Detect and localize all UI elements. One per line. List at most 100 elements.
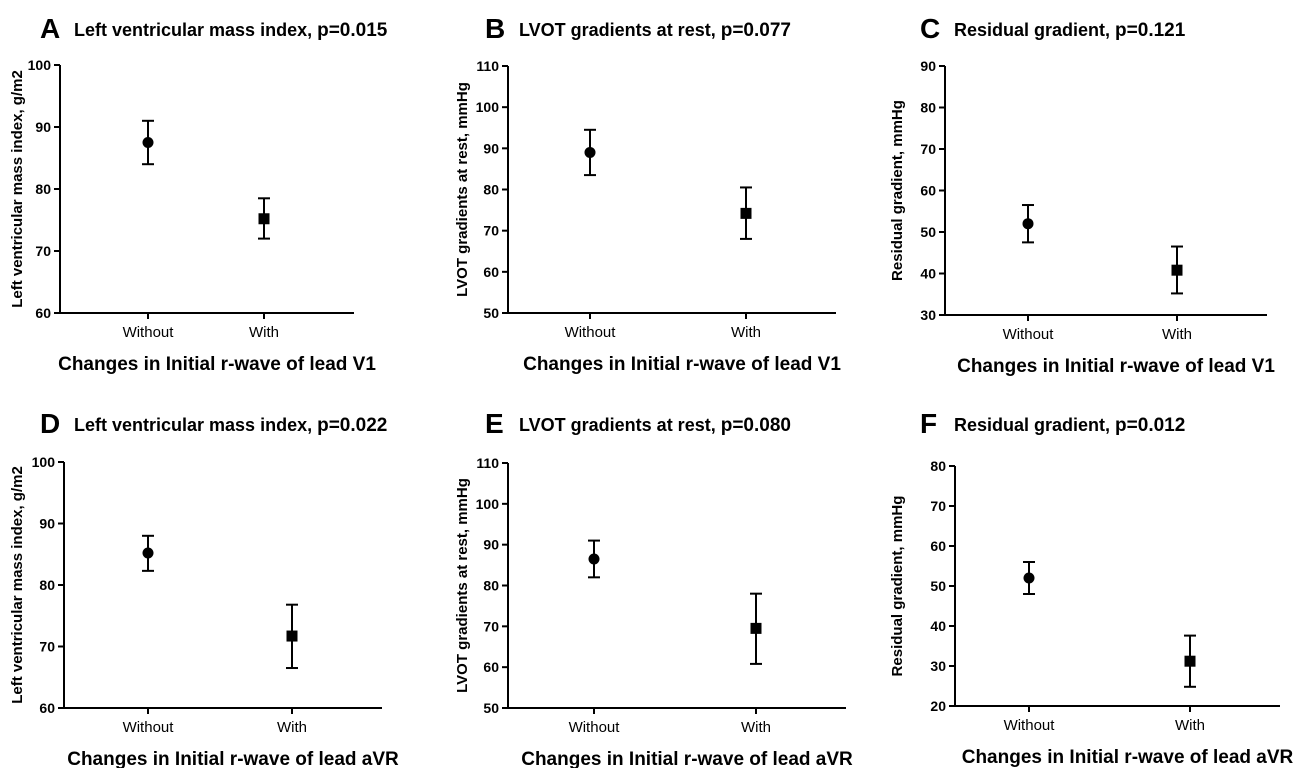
panel-f: F Residual gradient, p=0.012 20 30 40 50 60 70 8… (880, 395, 1297, 768)
y-tick-label: 70 (483, 223, 499, 239)
y-tick-label: 90 (483, 537, 499, 553)
chart-title-text: Residual gradient, (954, 415, 1115, 435)
x-axis-label: Changes in Initial r-wave of lead aVR (962, 747, 1294, 768)
y-tick-label: 110 (476, 58, 499, 74)
y-tick-label: 90 (39, 516, 55, 532)
mean-marker-circle (1023, 572, 1035, 584)
mean-marker-circle (1022, 218, 1034, 230)
mean-marker-square (258, 213, 270, 225)
chart-title-pvalue: p=0.012 (1115, 415, 1185, 436)
x-axis-label: Changes in Initial r-wave of lead V1 (523, 354, 841, 375)
chart-a: A Left ventricular mass index, p=0.015 60 7… (9, 13, 388, 375)
x-axis-label: Changes in Initial r-wave of lead V1 (58, 354, 376, 375)
y-tick-label: 50 (483, 305, 499, 321)
panel-a: A Left ventricular mass index, p=0.015 60 7… (0, 0, 430, 380)
y-tick-label: 60 (483, 264, 499, 280)
x-category-label: Without (1003, 326, 1055, 343)
y-tick-label: 50 (930, 578, 946, 594)
panel-letter: E (485, 408, 504, 439)
y-tick-label: 80 (35, 181, 51, 197)
y-tick-label: 70 (930, 498, 946, 514)
chart-title-pvalue: p=0.121 (1115, 20, 1186, 41)
x-category-label: With (741, 719, 771, 736)
panel-c: C Residual gradient, p=0.121 30 40 50 60 70 80 9… (880, 0, 1297, 380)
chart-b: B LVOT gradients at rest, p=0.077 50 60 70 80… (454, 13, 841, 375)
chart-title-pvalue: p=0.077 (721, 20, 791, 41)
panel-letter: F (920, 408, 937, 439)
y-axis-label: Left ventricular mass index, g/m2 (9, 466, 26, 704)
y-tick-label: 70 (35, 243, 51, 259)
y-tick-label: 20 (930, 698, 946, 714)
y-tick-label: 60 (930, 538, 946, 554)
panel-letter: C (920, 13, 940, 44)
y-axis-label: LVOT gradients at rest, mmHg (454, 82, 471, 297)
y-tick-label: 80 (483, 578, 499, 594)
x-category-label: With (1175, 717, 1205, 734)
chart-title-pvalue: p=0.015 (317, 20, 388, 41)
x-category-label: Without (123, 719, 175, 736)
mean-marker-circle (588, 553, 600, 565)
chart-title: Left ventricular mass index, p=0.022 (74, 415, 387, 436)
y-tick-label: 80 (39, 577, 55, 593)
y-tick-label: 50 (483, 700, 499, 716)
panel-letter: A (40, 13, 60, 44)
x-category-label: Without (1004, 717, 1056, 734)
x-category-label: With (249, 324, 279, 341)
y-axis-label: Left ventricular mass index, g/m2 (9, 70, 26, 308)
chart-title: Left ventricular mass index, p=0.015 (74, 20, 388, 41)
mean-marker-square (750, 622, 762, 634)
y-tick-label: 30 (930, 658, 946, 674)
y-tick-label: 90 (35, 119, 51, 135)
y-tick-label: 90 (483, 140, 499, 156)
y-tick-label: 40 (930, 618, 946, 634)
chart-title-pvalue: p=0.022 (317, 415, 387, 436)
mean-marker-circle (142, 137, 154, 148)
mean-marker-square (286, 630, 298, 642)
y-tick-label: 70 (920, 141, 936, 157)
y-axis-label: LVOT gradients at rest, mmHg (454, 478, 471, 693)
x-category-label: Without (569, 719, 621, 736)
chart-title-text: Left ventricular mass index, (74, 20, 317, 40)
chart-d: D Left ventricular mass index, p=0.022 60 7… (9, 408, 399, 768)
chart-title-pvalue: p=0.080 (721, 415, 791, 436)
y-tick-label: 100 (32, 454, 56, 470)
x-category-label: With (277, 719, 307, 736)
chart-title: Residual gradient, p=0.012 (954, 415, 1185, 436)
y-axis-label: Residual gradient, mmHg (889, 100, 906, 281)
y-tick-label: 70 (483, 618, 499, 634)
y-tick-label: 60 (35, 305, 51, 321)
chart-title-text: Residual gradient, (954, 20, 1115, 40)
y-tick-label: 60 (483, 659, 499, 675)
y-tick-label: 80 (483, 182, 499, 198)
y-tick-label: 100 (476, 99, 500, 115)
chart-c: C Residual gradient, p=0.121 30 40 50 60 70 80 9… (889, 13, 1275, 377)
x-axis-label: Changes in Initial r-wave of lead V1 (957, 356, 1275, 377)
y-tick-label: 30 (920, 307, 936, 323)
y-axis-label: Residual gradient, mmHg (889, 496, 906, 677)
y-tick-label: 110 (476, 455, 499, 471)
chart-title: LVOT gradients at rest, p=0.077 (519, 20, 791, 41)
mean-marker-circle (142, 547, 154, 559)
y-tick-label: 100 (476, 496, 500, 512)
panel-letter: B (485, 13, 505, 44)
panel-d: D Left ventricular mass index, p=0.022 60 7… (0, 395, 430, 768)
y-tick-label: 70 (39, 639, 55, 655)
x-category-label: Without (565, 324, 617, 341)
x-category-label: With (731, 324, 761, 341)
chart-title: Residual gradient, p=0.121 (954, 20, 1186, 41)
panel-b: B LVOT gradients at rest, p=0.077 50 60 70 80… (445, 0, 875, 380)
chart-title-text: LVOT gradients at rest, (519, 415, 721, 435)
panel-letter: D (40, 408, 60, 439)
y-tick-label: 80 (930, 458, 946, 474)
x-category-label: Without (123, 324, 175, 341)
chart-f: F Residual gradient, p=0.012 20 30 40 50 60 70 8… (889, 408, 1294, 768)
mean-marker-square (740, 207, 752, 219)
y-tick-label: 80 (920, 100, 936, 116)
y-tick-label: 90 (920, 58, 936, 74)
chart-title-text: LVOT gradients at rest, (519, 20, 721, 40)
x-category-label: With (1162, 326, 1192, 343)
chart-e: E LVOT gradients at rest, p=0.080 50 60 70 80… (454, 408, 853, 768)
mean-marker-square (1184, 655, 1196, 667)
y-tick-label: 60 (920, 183, 936, 199)
mean-marker-square (1171, 264, 1183, 276)
